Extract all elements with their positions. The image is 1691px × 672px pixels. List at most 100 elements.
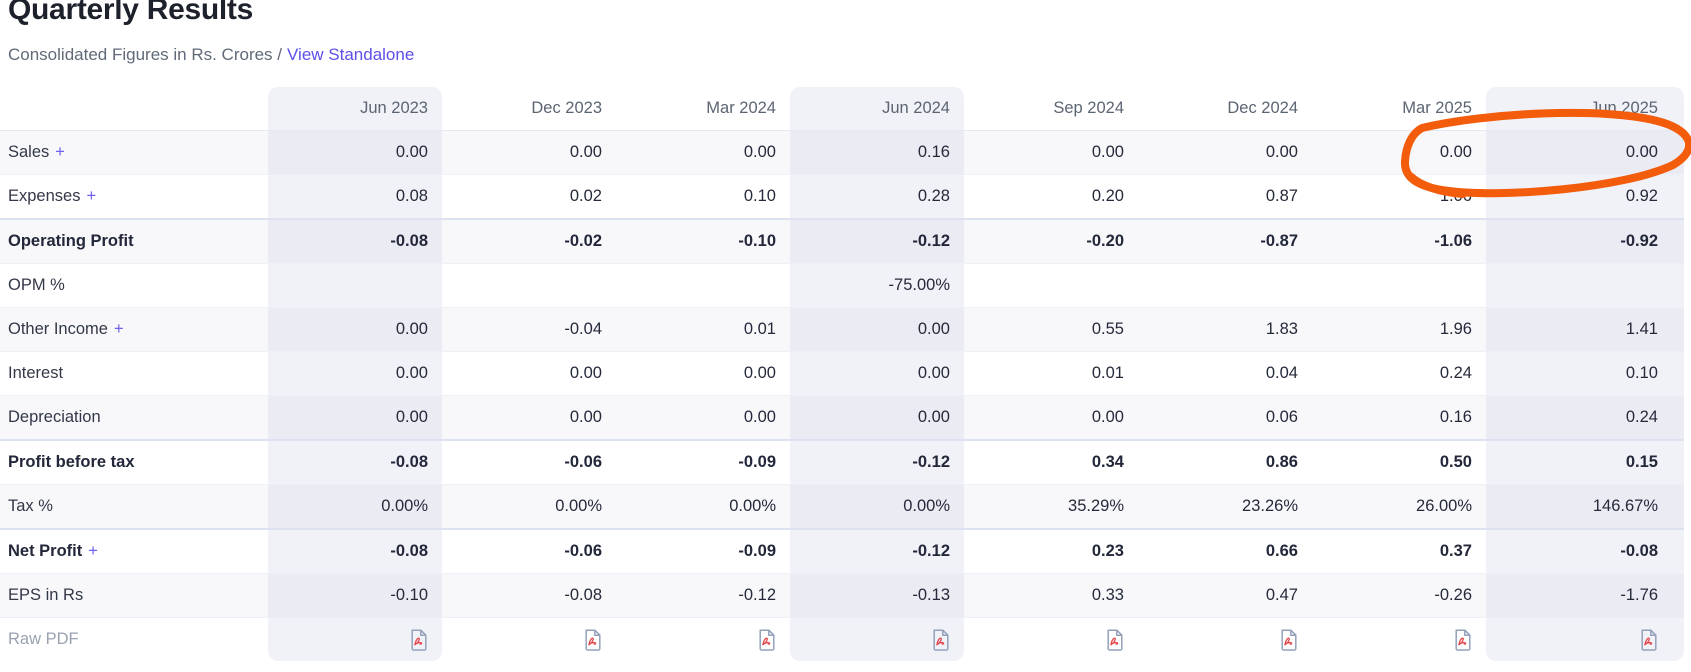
raw-pdf-link-jun-2025[interactable] xyxy=(1640,628,1658,651)
cell-profit-before-tax-dec-2023: -0.06 xyxy=(442,441,616,485)
cell-net-profit-mar-2024: -0.09 xyxy=(616,530,790,574)
cell-sales-jun-2024: 0.16 xyxy=(790,131,964,175)
column-header-jun-2023: Jun 2023 xyxy=(268,87,442,131)
row-label-cell-operating-profit: Operating Profit xyxy=(0,220,268,264)
cell-net-profit-jun-2023: -0.08 xyxy=(268,530,442,574)
cell-depreciation-mar-2025: 0.16 xyxy=(1312,396,1486,441)
cell-other-income-sep-2024: 0.55 xyxy=(964,308,1138,352)
cell-eps-in-rs-dec-2023: -0.08 xyxy=(442,574,616,618)
row-label: EPS in Rs xyxy=(8,586,84,604)
cell-profit-before-tax-jun-2025: 0.15 xyxy=(1486,441,1684,485)
cell-sales-mar-2025: 0.00 xyxy=(1312,131,1486,175)
table-row-net-profit: Net Profit + -0.08 -0.06 -0.09 -0.12 0.23 0.66 0… xyxy=(0,530,1684,574)
cell-raw-pdf-mar-2025 xyxy=(1312,618,1486,661)
cell-opm-dec-2023 xyxy=(442,264,616,308)
cell-operating-profit-mar-2025: -1.06 xyxy=(1312,220,1486,264)
cell-interest-dec-2023: 0.00 xyxy=(442,352,616,396)
column-header-mar-2025: Mar 2025 xyxy=(1312,87,1486,131)
cell-operating-profit-dec-2023: -0.02 xyxy=(442,220,616,264)
cell-interest-sep-2024: 0.01 xyxy=(964,352,1138,396)
row-label: OPM % xyxy=(8,276,65,294)
cell-raw-pdf-sep-2024 xyxy=(964,618,1138,661)
row-label-cell-depreciation: Depreciation xyxy=(0,396,268,441)
cell-net-profit-jun-2025: -0.08 xyxy=(1486,530,1684,574)
cell-eps-in-rs-mar-2025: -0.26 xyxy=(1312,574,1486,618)
cell-eps-in-rs-sep-2024: 0.33 xyxy=(964,574,1138,618)
cell-interest-jun-2024: 0.00 xyxy=(790,352,964,396)
row-label-cell-tax: Tax % xyxy=(0,485,268,530)
raw-pdf-link-sep-2024[interactable] xyxy=(1106,628,1124,651)
table-row-tax: Tax % 0.00% 0.00% 0.00% 0.00% 35.29% 23.26% 26.… xyxy=(0,485,1684,530)
raw-pdf-link-mar-2024[interactable] xyxy=(758,628,776,651)
expand-other-income-button[interactable]: + xyxy=(113,320,124,338)
cell-net-profit-sep-2024: 0.23 xyxy=(964,530,1138,574)
row-label-cell-expenses: Expenses + xyxy=(0,175,268,220)
cell-interest-mar-2024: 0.00 xyxy=(616,352,790,396)
expand-expenses-button[interactable]: + xyxy=(86,187,97,205)
column-header-jun-2025: Jun 2025 xyxy=(1486,87,1684,131)
column-header-jun-2024: Jun 2024 xyxy=(790,87,964,131)
cell-net-profit-jun-2024: -0.12 xyxy=(790,530,964,574)
cell-eps-in-rs-jun-2024: -0.13 xyxy=(790,574,964,618)
row-label: Interest xyxy=(8,364,64,382)
row-label-cell-opm: OPM % xyxy=(0,264,268,308)
cell-interest-jun-2025: 0.10 xyxy=(1486,352,1684,396)
table-row-interest: Interest 0.00 0.00 0.00 0.00 0.01 0.04 0.24 0.10 xyxy=(0,352,1684,396)
cell-profit-before-tax-dec-2024: 0.86 xyxy=(1138,441,1312,485)
raw-pdf-link-jun-2024[interactable] xyxy=(932,628,950,651)
column-header-dec-2023: Dec 2023 xyxy=(442,87,616,131)
cell-raw-pdf-jun-2023 xyxy=(268,618,442,661)
table-row-other-income: Other Income +0.00 -0.04 0.01 0.00 0.55 1.83 1.… xyxy=(0,308,1684,352)
cell-tax-jun-2023: 0.00% xyxy=(268,485,442,530)
expand-sales-button[interactable]: + xyxy=(55,143,65,161)
cell-other-income-jun-2025: 1.41 xyxy=(1486,308,1684,352)
cell-interest-dec-2024: 0.04 xyxy=(1138,352,1312,396)
view-standalone-link[interactable]: View Standalone xyxy=(287,45,415,64)
row-label-cell-profit-before-tax: Profit before tax xyxy=(0,441,268,485)
table-header-row: Jun 2023 Dec 2023 Mar 2024 Jun 2024 Sep 2024… xyxy=(0,87,1684,131)
row-label-cell-sales: Sales + xyxy=(0,131,268,175)
cell-operating-profit-mar-2024: -0.10 xyxy=(616,220,790,264)
table-row-expenses: Expenses +0.08 0.02 0.10 0.28 0.20 0.87 1.06 0.9… xyxy=(0,175,1684,220)
cell-other-income-mar-2025: 1.96 xyxy=(1312,308,1486,352)
row-label: Tax % xyxy=(8,497,53,515)
column-header-dec-2024: Dec 2024 xyxy=(1138,87,1312,131)
subtitle-text: Consolidated Figures in Rs. Crores / xyxy=(8,45,283,64)
pdf-file-icon xyxy=(933,628,949,651)
row-label-cell-raw-pdf: Raw PDF xyxy=(8,630,79,648)
pdf-file-icon xyxy=(585,628,601,651)
raw-pdf-link-mar-2025[interactable] xyxy=(1454,628,1472,651)
row-label-cell-eps-in-rs: EPS in Rs xyxy=(0,574,268,618)
cell-expenses-sep-2024: 0.20 xyxy=(964,175,1138,220)
cell-eps-in-rs-dec-2024: 0.47 xyxy=(1138,574,1312,618)
row-label-cell-net-profit: Net Profit + xyxy=(0,530,268,574)
cell-profit-before-tax-mar-2025: 0.50 xyxy=(1312,441,1486,485)
cell-expenses-jun-2024: 0.28 xyxy=(790,175,964,220)
cell-operating-profit-sep-2024: -0.20 xyxy=(964,220,1138,264)
table-row-operating-profit: Operating Profit -0.08 -0.02 -0.10 -0.12 -0.2… xyxy=(0,220,1684,264)
cell-raw-pdf-jun-2025 xyxy=(1486,618,1684,661)
row-label: Expenses xyxy=(8,187,81,205)
cell-tax-sep-2024: 35.29% xyxy=(964,485,1138,530)
raw-pdf-link-jun-2023[interactable] xyxy=(410,628,428,651)
row-label: Net Profit xyxy=(8,542,83,560)
raw-pdf-link-dec-2024[interactable] xyxy=(1280,628,1298,651)
cell-raw-pdf-dec-2023 xyxy=(442,618,616,661)
column-header-sep-2024: Sep 2024 xyxy=(964,87,1138,131)
column-header-blank xyxy=(0,87,268,131)
cell-raw-pdf-dec-2024 xyxy=(1138,618,1312,661)
table-row-raw-pdf: Raw PDF xyxy=(0,618,1684,661)
cell-tax-mar-2024: 0.00% xyxy=(616,485,790,530)
table-row-sales: Sales +0.00 0.00 0.00 0.16 0.00 0.00 0.00 0.00 xyxy=(0,131,1684,175)
cell-profit-before-tax-mar-2024: -0.09 xyxy=(616,441,790,485)
table-row-opm: OPM % -75.00% xyxy=(0,264,1684,308)
cell-expenses-mar-2024: 0.10 xyxy=(616,175,790,220)
raw-pdf-link-dec-2023[interactable] xyxy=(584,628,602,651)
cell-sales-dec-2024: 0.00 xyxy=(1138,131,1312,175)
row-label: Operating Profit xyxy=(8,232,134,250)
column-header-mar-2024: Mar 2024 xyxy=(616,87,790,131)
cell-tax-jun-2024: 0.00% xyxy=(790,485,964,530)
cell-expenses-jun-2023: 0.08 xyxy=(268,175,442,220)
expand-net-profit-button[interactable]: + xyxy=(88,542,98,560)
